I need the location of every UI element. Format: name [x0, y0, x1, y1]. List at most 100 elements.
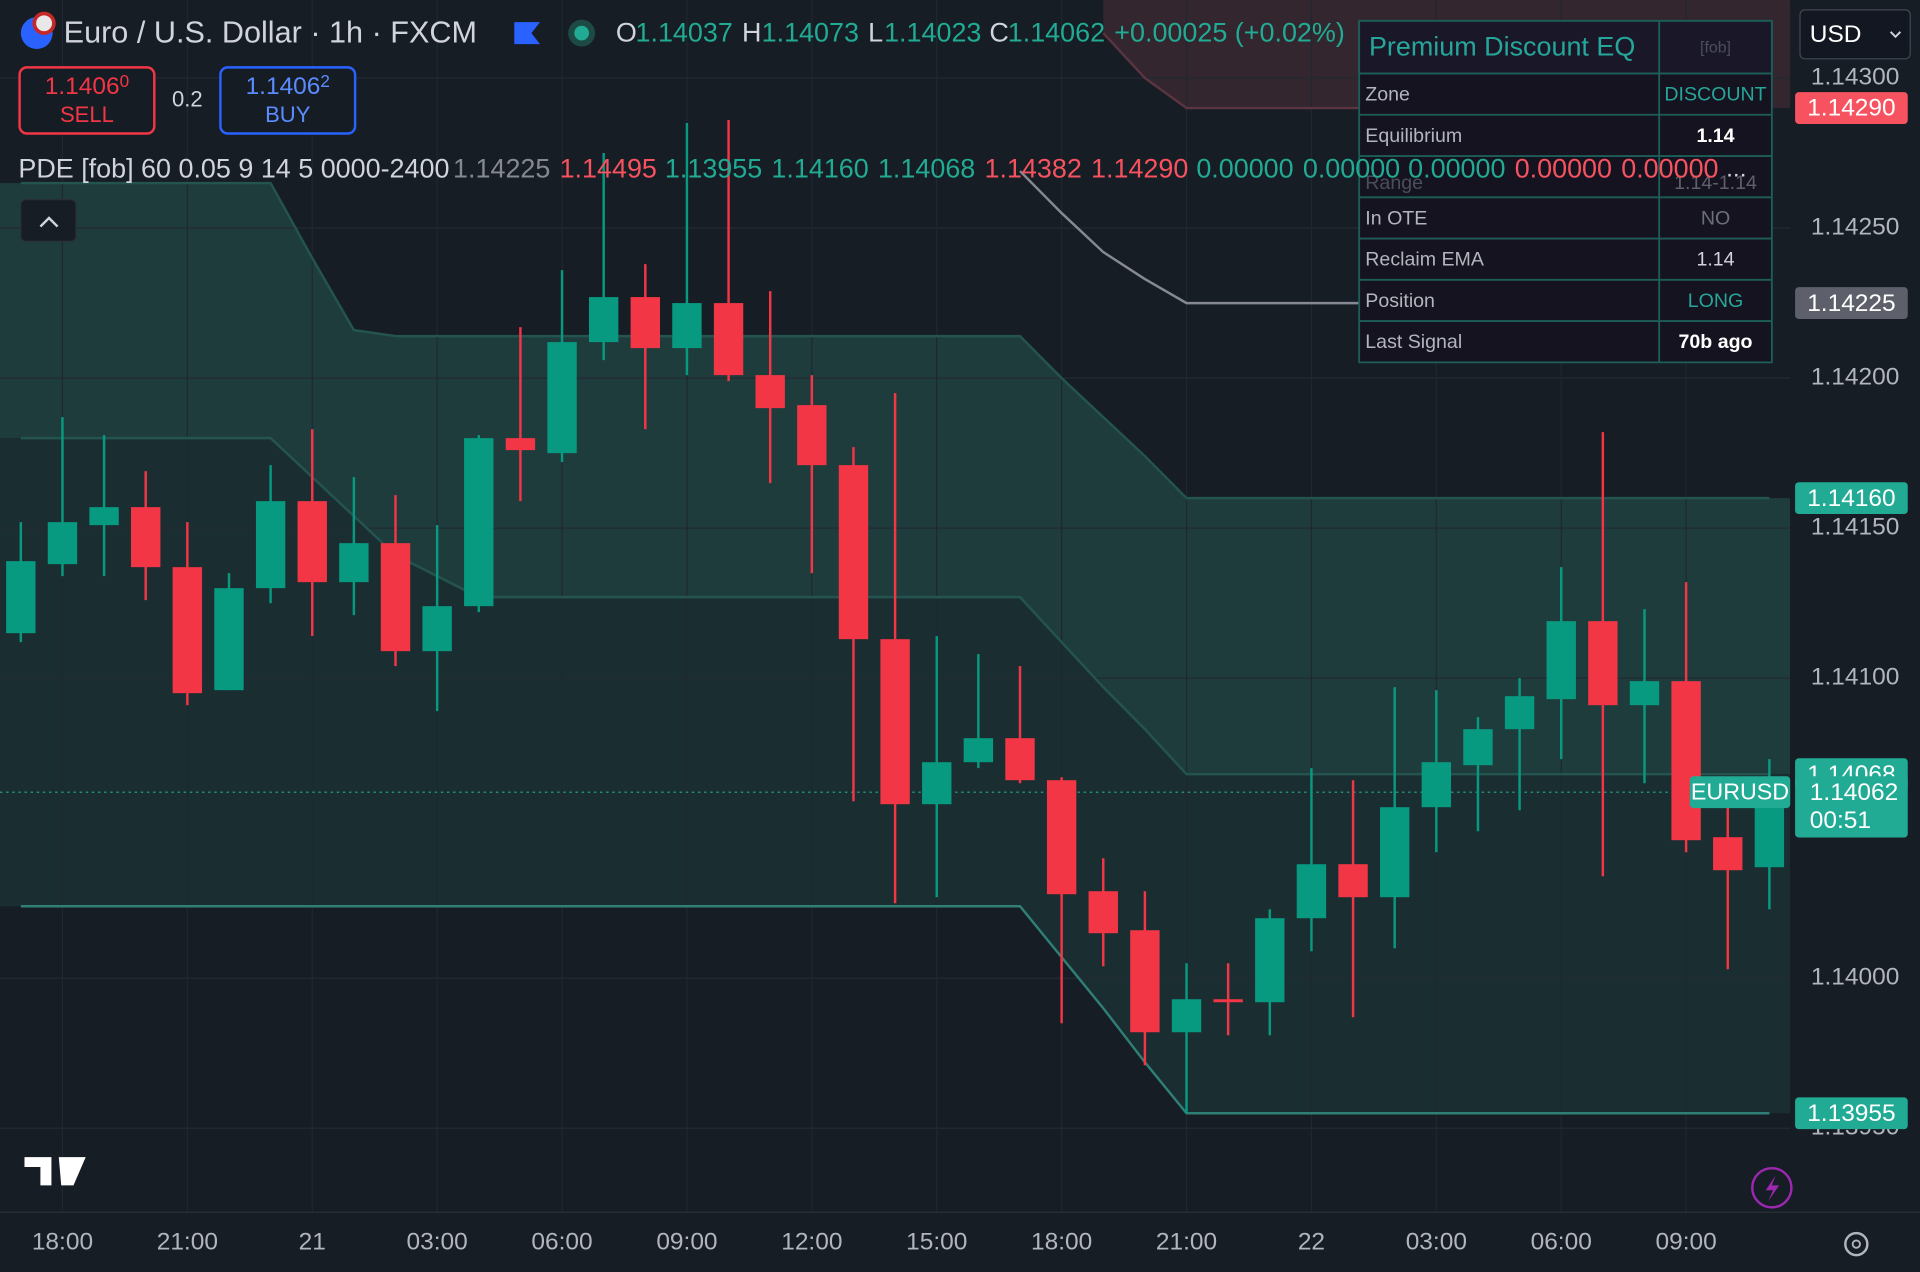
candle-body	[1005, 738, 1035, 781]
sell-label: SELL	[60, 102, 114, 127]
spread: 0.2	[172, 86, 203, 111]
price-label-box	[1795, 1097, 1908, 1130]
candle-body	[339, 543, 369, 583]
indicator-value: 0.00000	[1408, 153, 1505, 183]
indicator-value: 1.14382	[984, 153, 1081, 183]
y-tick-label: 1.14250	[1811, 214, 1899, 241]
candle-body	[1463, 729, 1493, 766]
y-tick-label: 1.14150	[1811, 514, 1899, 541]
table-key: Position	[1365, 290, 1435, 312]
x-tick-label: 03:00	[407, 1228, 468, 1255]
buy-label: BUY	[265, 102, 311, 127]
indicator-value: 1.14160	[771, 153, 868, 183]
sell-price-main: 1.1406	[45, 74, 120, 101]
price-label: 1.14160	[1807, 485, 1895, 512]
candle-body	[1629, 681, 1660, 706]
candle-body	[672, 303, 702, 349]
flag-icon[interactable]	[514, 22, 540, 45]
ohlc-key: H	[742, 17, 761, 47]
candle-body	[588, 297, 619, 343]
settings-icon	[1851, 1239, 1861, 1249]
symbol-icon-flag	[32, 11, 56, 35]
collapse-icon	[39, 216, 59, 228]
table-value: 1.14-1.14	[1674, 172, 1757, 194]
currency-select[interactable]	[1799, 9, 1911, 60]
price-label: 1.13955	[1807, 1100, 1895, 1127]
x-tick-label: 06:00	[1531, 1228, 1592, 1255]
candle-body	[1421, 762, 1452, 808]
lightning-button[interactable]	[1751, 1166, 1793, 1209]
indicator-value: 1.14225	[453, 153, 550, 183]
sell-price-pip: 0	[120, 71, 130, 91]
symbol-title[interactable]: Euro / U.S. Dollar · 1h · FXCM	[64, 15, 477, 49]
ohlc-value: 1.14037	[636, 17, 733, 47]
buy-price-main: 1.1406	[246, 74, 321, 101]
price-label-box	[1795, 482, 1908, 515]
candle-body	[630, 297, 660, 349]
table-key: Reclaim EMA	[1365, 249, 1485, 271]
table-value: NO	[1701, 207, 1730, 229]
candle-body	[1088, 891, 1118, 934]
settings-button[interactable]	[1844, 1231, 1869, 1257]
indicator-line	[20, 904, 1770, 1115]
table-value: DISCOUNT	[1664, 84, 1766, 106]
table-title-bg	[1358, 19, 1773, 75]
price-label: 1.14225	[1807, 290, 1895, 317]
x-tick-label: 21	[299, 1228, 326, 1255]
candle-body	[1213, 999, 1243, 1003]
indicator-label[interactable]: PDE [fob] 60 0.05 9 14 5 0000-2400	[18, 153, 449, 183]
candle-body	[1296, 864, 1327, 919]
price-label: 1.14290	[1807, 95, 1895, 122]
indicator-value: 0.00000	[1621, 153, 1718, 183]
candle-body	[89, 507, 119, 526]
price-label-box	[1795, 92, 1908, 124]
candle-body	[505, 438, 536, 451]
buy-price-pip: 2	[320, 71, 330, 91]
table-key: Equilibrium	[1365, 125, 1462, 147]
tv-logo[interactable]	[24, 1157, 86, 1186]
y-tick-label: 1.14000	[1811, 964, 1899, 991]
indicator-values: 1.14225 1.14495 1.13955 1.14160 1.14068 1.143…	[453, 153, 1718, 183]
candle-body	[963, 738, 994, 763]
indicator-value: 1.14290	[1091, 153, 1188, 183]
indicator-value: 0.00000	[1303, 153, 1400, 183]
info-table: Premium Discount EQ [fob] Zone DISCOUNT Equi…	[1358, 19, 1773, 364]
y-tick-label: 1.14100	[1811, 664, 1899, 691]
candle-body	[1046, 780, 1077, 895]
ohlc-value: 1.14023	[884, 17, 981, 47]
candle-body	[1504, 696, 1535, 730]
indicator-more[interactable]: ...	[1726, 156, 1746, 183]
candle-body	[464, 438, 494, 607]
candle-body	[6, 561, 36, 634]
x-tick-label: 09:00	[1656, 1228, 1717, 1255]
buy-price: 1.14062	[246, 71, 330, 101]
candle-body	[1713, 837, 1743, 871]
table-tag: [fob]	[1700, 40, 1731, 57]
candle-body	[1130, 930, 1160, 1033]
sell-button[interactable]	[18, 66, 156, 135]
buy-button[interactable]	[219, 66, 357, 135]
table-key: Last Signal	[1365, 331, 1462, 353]
ohlc-value: 1.14073	[762, 17, 859, 47]
candle-body	[1671, 681, 1701, 841]
price-axis	[1790, 0, 1920, 1272]
candle-body	[214, 588, 244, 691]
ohlc-key: C	[989, 17, 1008, 47]
x-tick-label: 18:00	[32, 1228, 93, 1255]
price-label: 1.14062	[1810, 779, 1898, 806]
table-title: Premium Discount EQ	[1369, 32, 1635, 62]
candle-body	[922, 762, 952, 805]
x-tick-label: 03:00	[1406, 1228, 1467, 1255]
table-value: 1.14	[1696, 125, 1734, 147]
candle-body	[131, 507, 161, 568]
candle-body	[380, 543, 411, 652]
ohlc-key: L	[868, 17, 883, 47]
candle-body	[1588, 621, 1618, 706]
collapse-button[interactable]	[20, 199, 77, 242]
symbol-label: EURUSD	[1691, 779, 1789, 805]
x-tick-label: 06:00	[531, 1228, 592, 1255]
time-axis	[0, 1212, 1791, 1272]
price-change: +0.00025 (+0.02%)	[1114, 17, 1345, 47]
